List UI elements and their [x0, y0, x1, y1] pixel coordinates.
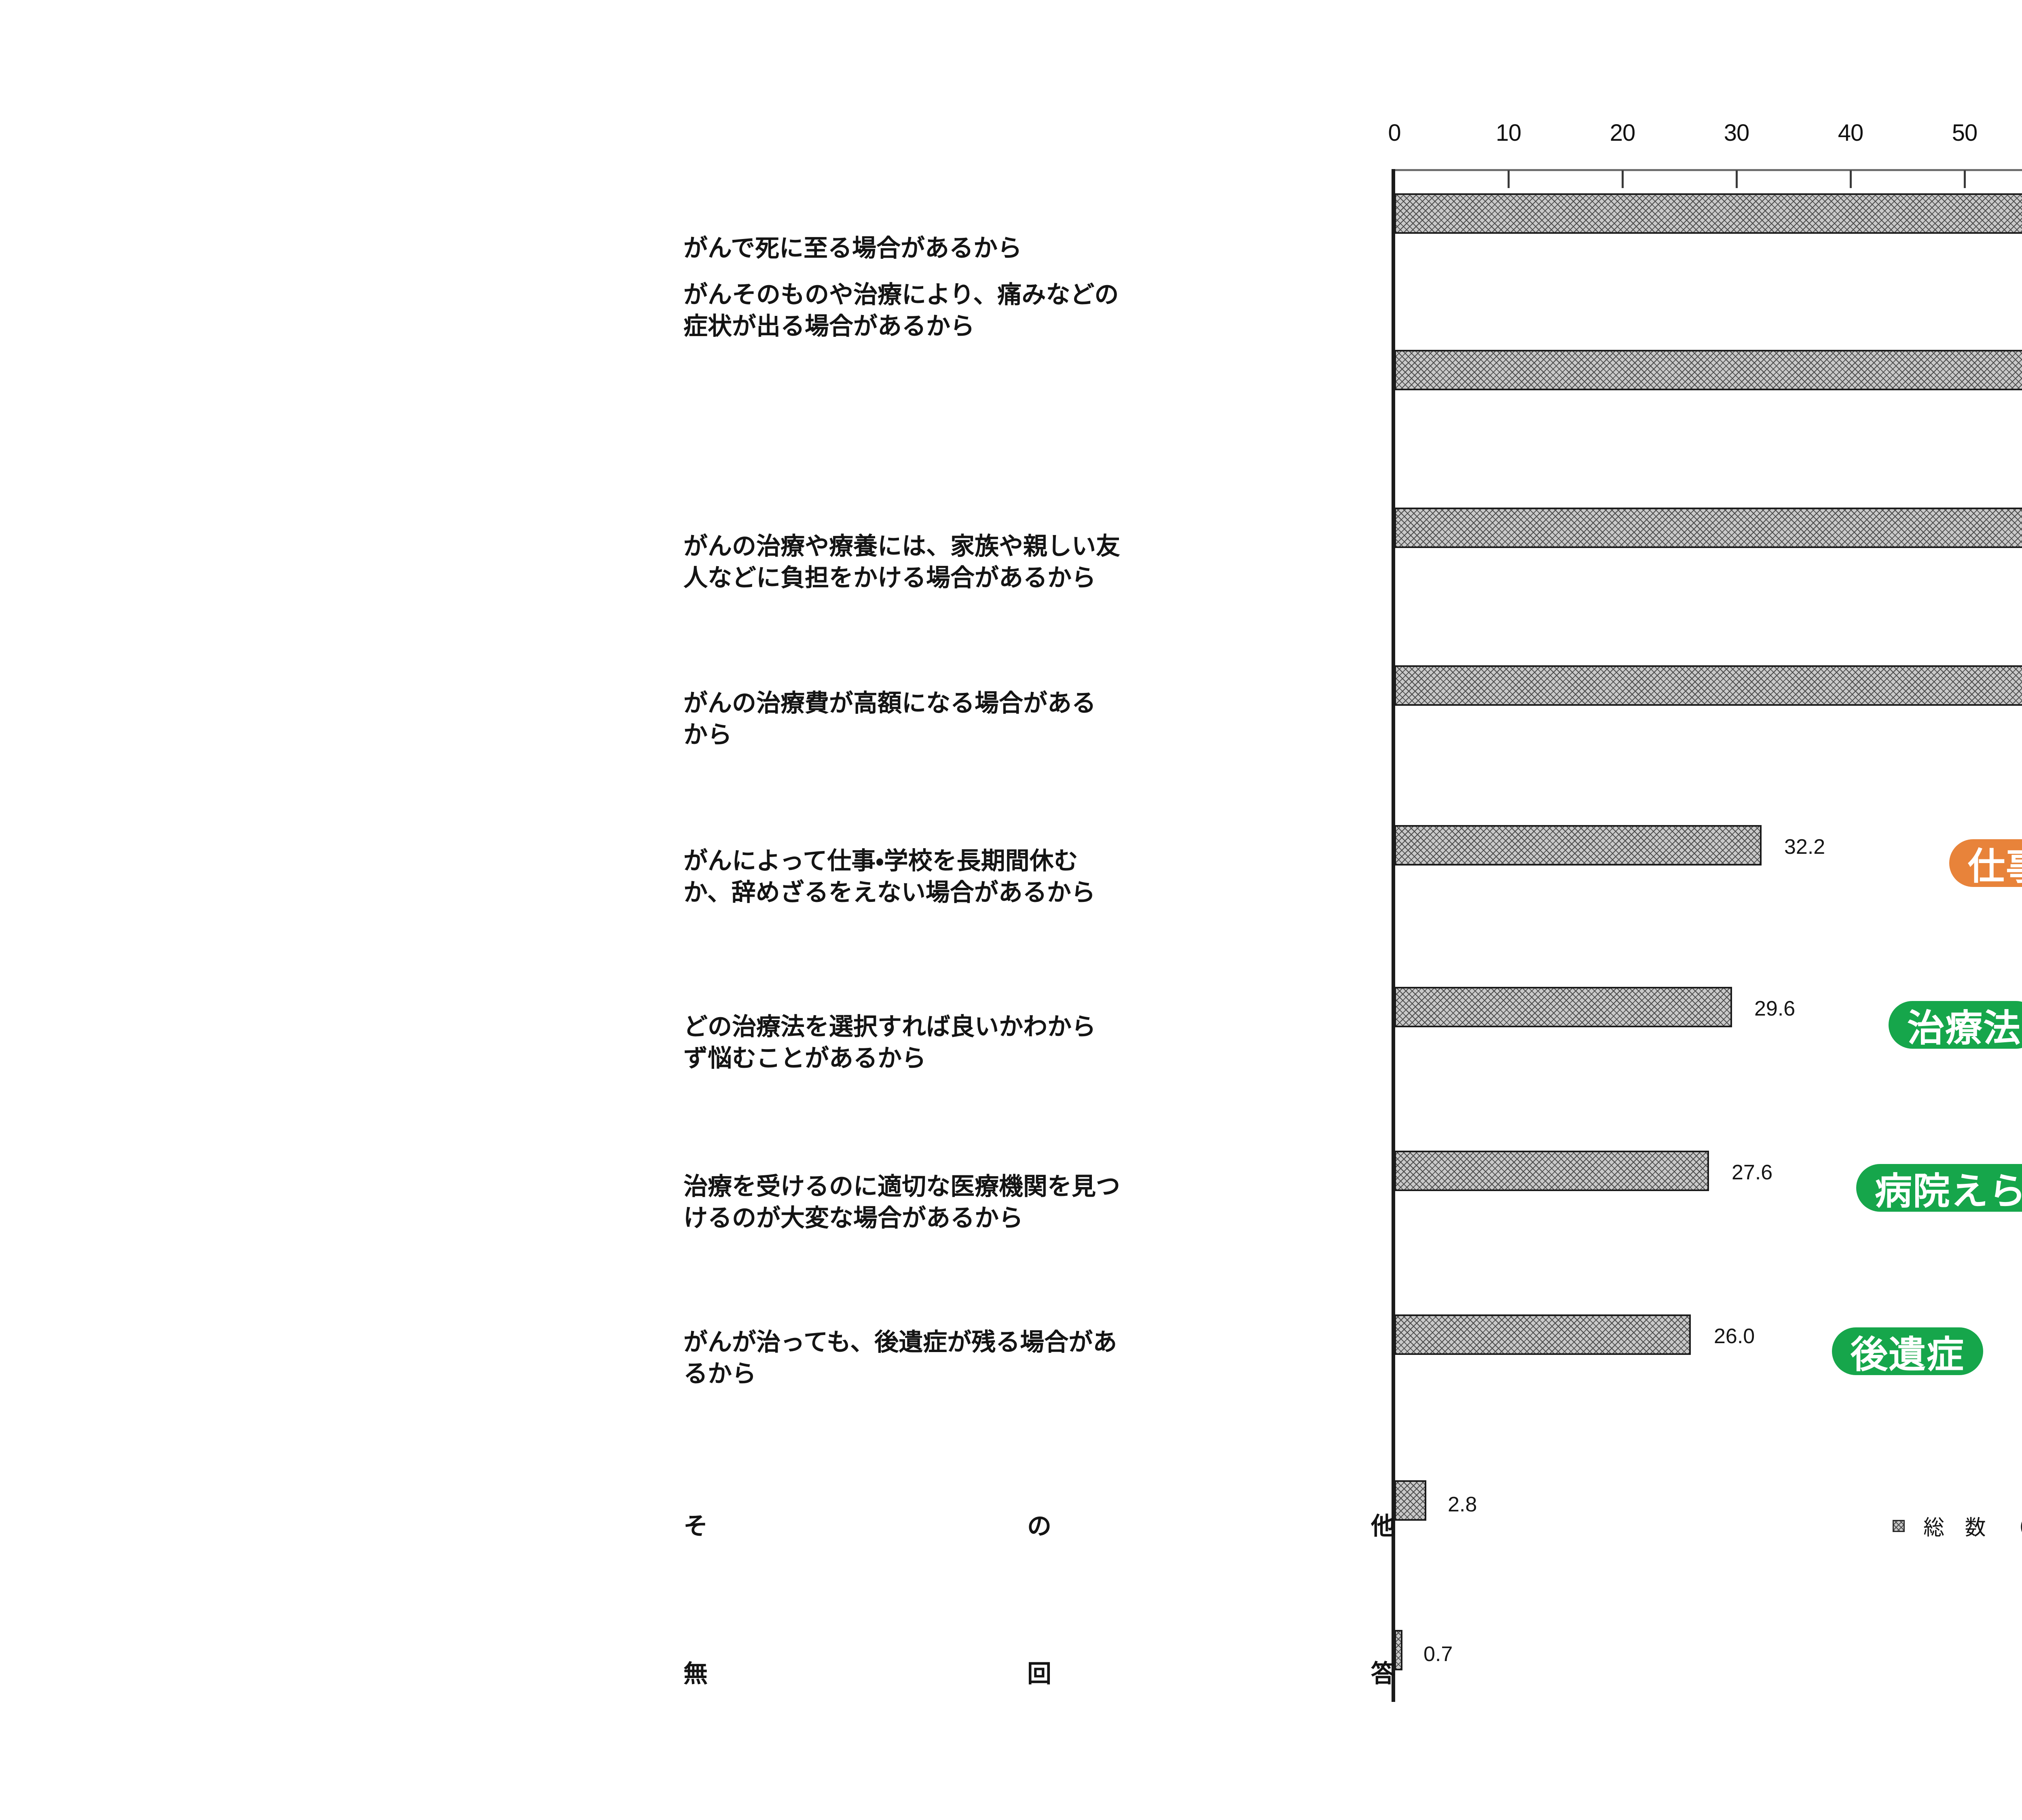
axis-baseline-vertical: [1392, 169, 1395, 1702]
callout-pill-work-school[interactable]: 仕事・学校: [1949, 839, 2022, 888]
category-char: そ: [683, 1512, 708, 1541]
callout-pill-aftereffects[interactable]: 後遺症: [1832, 1327, 1984, 1376]
category-line: か、辞めざるをえない場合があるから: [683, 878, 1096, 907]
category-label-8: そ の 他: [683, 1511, 1395, 1542]
bar-0: [1394, 193, 2022, 234]
category-label-6: 治療を受けるのに適切な医療機関を見つ けるのが大変な場合があるから: [683, 1171, 1387, 1234]
category-char: 回: [1027, 1660, 1051, 1688]
tickmark-10: [1508, 170, 1510, 188]
xtick-0: 0: [1388, 120, 1401, 146]
bar-4: [1394, 825, 1762, 866]
xtick-50: 50: [1952, 120, 1978, 146]
bar-value-9: 0.7: [1423, 1642, 1453, 1666]
category-line: がんの治療や療養には、家族や親しい友: [683, 532, 1120, 561]
bar-7: [1394, 1314, 1691, 1355]
bar-8: [1394, 1480, 1426, 1521]
bar-value-5: 29.6: [1754, 997, 1796, 1020]
bar-9: [1394, 1630, 1402, 1670]
bar-value-6: 27.6: [1732, 1161, 1773, 1184]
bar-value-4: 32.2: [1784, 835, 1825, 859]
bar-value-7: 26.0: [1714, 1325, 1755, 1348]
tickmark-20: [1622, 170, 1624, 188]
category-char: 無: [683, 1660, 708, 1688]
category-line: から: [683, 721, 732, 749]
category-char: 他: [1371, 1512, 1395, 1541]
category-line: がんによって仕事・学校を長期間休む: [683, 847, 1078, 875]
callout-pill-hospital[interactable]: 病院えらび: [1856, 1164, 2022, 1213]
category-label-2: がんの治療や療養には、家族や親しい友 人などに負担をかける場合があるから: [683, 531, 1371, 594]
category-label-5: どの治療法を選択すれば良いかわから ず悩むことがあるから: [683, 1011, 1371, 1074]
category-line: がんが治っても、後遺症が残る場合があ: [683, 1328, 1117, 1357]
category-label-3: がんの治療費が高額になる場合がある から: [683, 688, 1371, 751]
bar-5: [1394, 987, 1732, 1027]
callout-pill-treatment[interactable]: 治療法: [1889, 1001, 2022, 1050]
category-line: がんそのものや治療により、痛みなどの: [683, 281, 1119, 309]
category-line: 症状が出る場合があるから: [683, 312, 975, 341]
legend-word-1: 総: [1923, 1516, 1956, 1540]
category-label-4: がんによって仕事・学校を長期間休む か、辞めざるをえない場合があるから: [683, 845, 1371, 908]
category-line: ず悩むことがあるから: [683, 1044, 926, 1073]
xtick-20: 20: [1610, 120, 1636, 146]
bar-3: [1394, 665, 2022, 706]
category-label-9: 無 回 答: [683, 1658, 1395, 1690]
category-line: 人などに負担をかける場合があるから: [683, 564, 1096, 592]
category-label-7: がんが治っても、後遺症が残る場合があ るから: [683, 1327, 1371, 1390]
category-line: 治療を受けるのに適切な医療機関を見つ: [683, 1172, 1120, 1201]
chart-legend: 総 数 （n=1,467人、M.T.=379.4%）: [1893, 1511, 2022, 1541]
xtick-10: 10: [1495, 120, 1522, 146]
legend-detail: （n=1,467人、M.T.=379.4%）: [2006, 1511, 2022, 1541]
category-line: がんで死に至る場合があるから: [683, 234, 1022, 262]
category-char: 答: [1371, 1660, 1395, 1688]
bar-1: [1394, 350, 2022, 390]
category-label-0: がんで死に至る場合があるから: [683, 233, 1371, 264]
bar-value-8: 2.8: [1448, 1493, 1477, 1516]
category-line: がんの治療費が高額になる場合がある: [683, 689, 1096, 717]
category-line: るから: [683, 1360, 756, 1388]
category-line: どの治療法を選択すれば良いかわから: [683, 1013, 1096, 1041]
category-char: の: [1027, 1512, 1051, 1541]
xtick-30: 30: [1724, 120, 1750, 146]
xtick-40: 40: [1838, 120, 1864, 146]
tickmark-30: [1736, 170, 1738, 188]
category-label-1: がんそのものや治療により、痛みなどの 症状が出る場合があるから: [683, 279, 1371, 342]
legend-word-2: 数: [1965, 1516, 1998, 1540]
tickmark-40: [1850, 170, 1852, 188]
axis-top-rule: [1394, 169, 2022, 171]
bar-2: [1394, 508, 2022, 548]
tickmark-50: [1964, 170, 1966, 188]
crosshatch-swatch-icon: [1893, 1519, 1905, 1532]
category-line: けるのが大変な場合があるから: [683, 1204, 1023, 1232]
bar-6: [1394, 1151, 1709, 1191]
